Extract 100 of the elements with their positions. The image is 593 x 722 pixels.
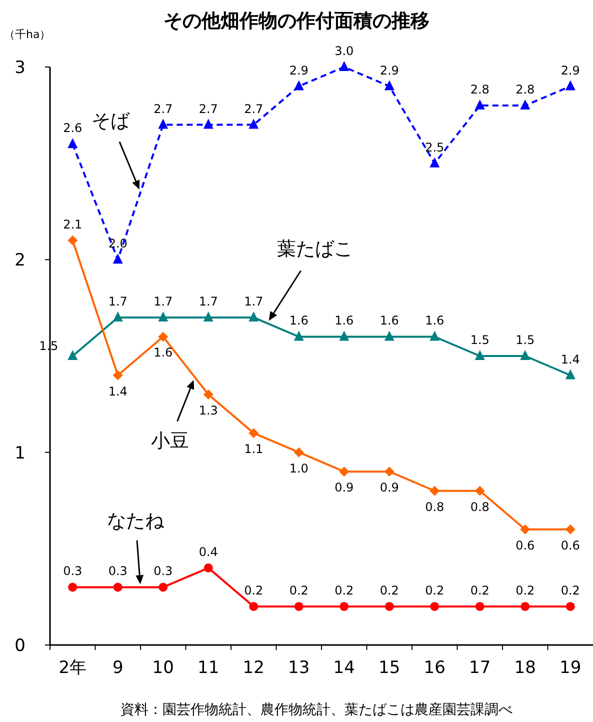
data-label: 0.2	[289, 583, 308, 598]
point	[68, 138, 78, 148]
point	[158, 332, 168, 342]
data-label: 1.7	[198, 294, 218, 308]
point	[294, 330, 304, 341]
point	[340, 602, 349, 611]
point	[384, 330, 394, 341]
data-label: 0.2	[334, 583, 354, 598]
data-label: 2.7	[154, 102, 173, 116]
point	[248, 311, 259, 322]
point	[68, 235, 78, 246]
data-label: 1.5	[516, 333, 535, 347]
data-label: 1.6	[289, 314, 308, 328]
x-tick-label: 2年	[58, 658, 87, 678]
data-label: 0.2	[516, 583, 535, 598]
data-label: 0.3	[63, 564, 82, 578]
data-label: 2.9	[289, 63, 308, 78]
point	[520, 100, 530, 110]
data-label: 1.7	[108, 294, 128, 308]
point	[430, 330, 440, 341]
data-label: 2.9	[560, 63, 580, 78]
data-label: 2.0	[108, 236, 128, 251]
y-tick-label: 0	[14, 636, 26, 656]
data-label: 2.6	[63, 121, 82, 136]
point	[520, 524, 530, 534]
data-label: 0.9	[334, 480, 354, 495]
text: なたね	[107, 510, 165, 532]
data-label: 0.6	[560, 538, 580, 552]
data-label: 2.1	[63, 217, 82, 232]
x-tick-label: 16	[424, 658, 446, 678]
point	[475, 602, 484, 611]
data-label: 1.6	[334, 314, 354, 328]
data-label: 2.7	[244, 102, 264, 116]
data-label: 2.9	[380, 63, 399, 78]
point	[520, 602, 530, 611]
x-tick-label: 15	[378, 658, 400, 678]
x-tick-label: 10	[152, 658, 174, 678]
point	[520, 350, 530, 360]
point	[339, 330, 350, 341]
point	[112, 370, 123, 380]
point	[384, 80, 394, 90]
data-label: 0.4	[198, 544, 218, 559]
data-label: 0.2	[470, 583, 490, 598]
data-label: 2.8	[516, 82, 535, 97]
data-label: 0.2	[244, 583, 264, 598]
y-axis-title: （千ha）	[4, 28, 51, 41]
point	[203, 118, 214, 129]
point	[248, 118, 259, 129]
data-label: 1.7	[154, 294, 173, 308]
point	[565, 369, 576, 380]
x-tick-label: 9	[112, 658, 124, 678]
point	[158, 311, 168, 322]
data-label: 3.0	[334, 44, 354, 58]
data-label: 0.2	[380, 583, 399, 598]
point	[249, 602, 258, 611]
data-label: 1.6	[154, 346, 173, 360]
point	[565, 80, 576, 90]
data-label: 1.7	[244, 294, 264, 308]
data-label: 1.3	[198, 404, 218, 418]
point	[112, 311, 123, 322]
x-tick-label: 12	[242, 658, 264, 678]
point	[565, 524, 576, 534]
data-label: 1.1	[244, 442, 264, 456]
x-tick-label: 13	[288, 658, 310, 678]
point	[566, 602, 575, 611]
text: 資料：園芸作物統計、農作物統計、葉たばこは農産園芸課調べ	[120, 702, 512, 718]
point	[430, 486, 440, 496]
x-tick-label: 19	[560, 658, 582, 678]
data-label: 0.2	[560, 583, 580, 598]
point	[474, 350, 485, 360]
point	[294, 447, 304, 458]
point	[384, 466, 394, 477]
point	[112, 254, 123, 264]
y-tick-label: 1	[14, 443, 26, 464]
x-tick-label: 18	[514, 658, 536, 678]
data-label: 1.6	[380, 314, 399, 328]
data-label: 0.8	[470, 500, 490, 514]
series-label: そば	[92, 110, 130, 132]
point	[158, 118, 168, 129]
data-label: 0.3	[108, 564, 128, 578]
point	[204, 563, 213, 572]
x-tick-label: 17	[469, 658, 491, 678]
x-tick-label: 11	[198, 658, 220, 678]
point	[294, 602, 304, 611]
point	[474, 100, 485, 110]
data-label: 1.4	[560, 352, 580, 366]
point	[294, 80, 304, 90]
data-label: 0.9	[380, 480, 399, 495]
data-label: 0.3	[154, 564, 173, 578]
point	[474, 486, 485, 496]
y-tick-label: 3	[14, 58, 26, 78]
point	[203, 390, 214, 400]
point	[203, 311, 214, 322]
text: 葉たばこ	[277, 238, 354, 260]
data-label: 1.6	[425, 314, 444, 328]
y-tick-label: 2	[14, 250, 26, 271]
data-label: 2.7	[198, 102, 218, 116]
point	[430, 157, 440, 168]
data-label: 1.0	[289, 461, 308, 476]
data-label: 0.2	[425, 583, 444, 598]
